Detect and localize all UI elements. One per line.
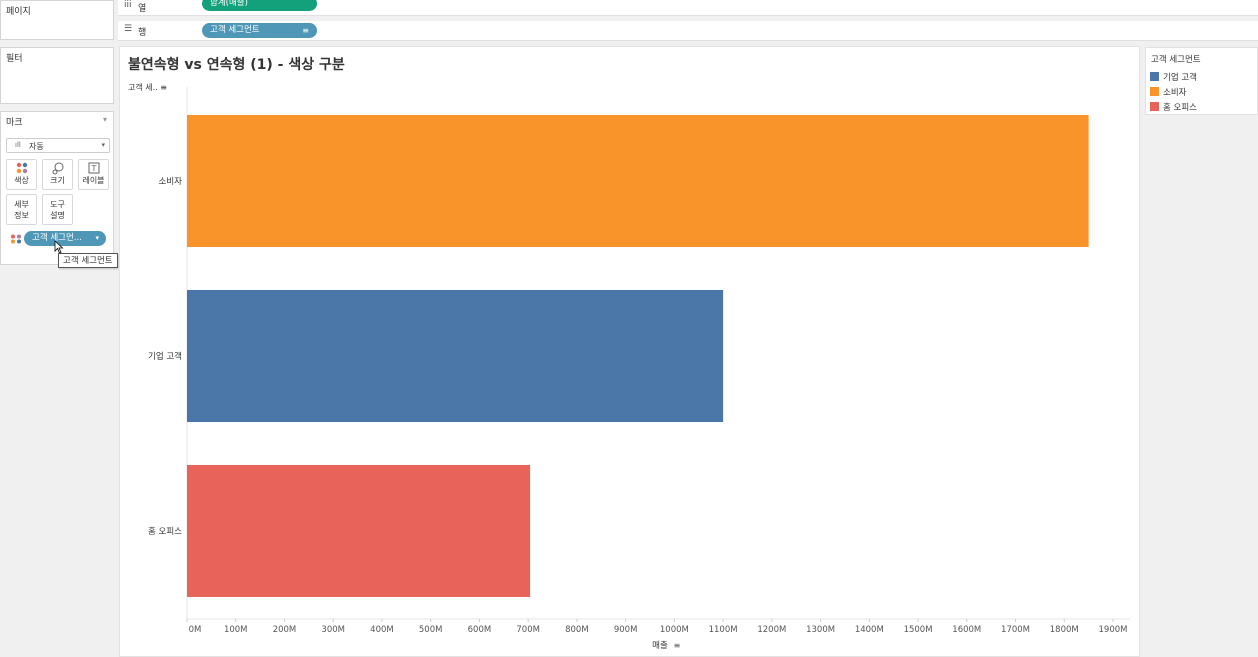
bar-chart-icon: ıll	[15, 141, 21, 149]
legend-swatch	[1150, 87, 1159, 96]
x-tick-label: 300M	[321, 625, 345, 635]
bar-2	[187, 465, 531, 597]
mouse-cursor-icon	[54, 240, 64, 254]
bar-1	[187, 290, 724, 422]
size-button[interactable]: 크기	[42, 159, 73, 190]
marks-card: 마크 ▾ ıll 자동 ▾ 색상 크기 T	[0, 111, 114, 265]
color-button[interactable]: 색상	[6, 159, 37, 190]
marks-title: 마크	[6, 118, 23, 128]
detail-button-label-1: 세부	[14, 200, 29, 209]
row-header[interactable]: 고객 세.. ≡	[128, 82, 167, 93]
legend-title: 고객 세그먼트	[1151, 55, 1201, 65]
tooltip-button-label-2: 설명	[50, 211, 65, 220]
x-tick-label: 500M	[419, 625, 443, 635]
size-button-label: 크기	[50, 176, 65, 185]
color-button-label: 색상	[14, 176, 29, 185]
chevron-down-icon: ▾	[95, 234, 99, 242]
pages-title: 페이지	[6, 7, 31, 17]
x-tick-label: 1500M	[904, 625, 933, 635]
category-label[interactable]: 홈 오피스	[148, 526, 182, 537]
x-tick-label: 1200M	[757, 625, 786, 635]
columns-icon: iii	[124, 0, 132, 10]
color-field-pill[interactable]: 고객 세그먼... ▾	[24, 231, 106, 246]
legend-swatch	[1150, 102, 1159, 111]
filters-card[interactable]: 필터	[0, 47, 114, 104]
size-icon	[43, 162, 72, 176]
label-button[interactable]: T 레이블	[78, 159, 109, 190]
color-dots-icon	[7, 162, 36, 176]
x-tick-label: 1800M	[1050, 625, 1079, 635]
x-tick-label: 400M	[370, 625, 394, 635]
rows-pill-label: 고객 세그먼트	[210, 25, 260, 35]
chevron-down-icon: ▾	[101, 141, 105, 149]
sort-icon: ≡	[160, 83, 167, 92]
legend-label: 홈 오피스	[1163, 103, 1197, 113]
legend-swatch	[1150, 72, 1159, 81]
x-tick-label: 200M	[273, 625, 297, 635]
x-tick-label: 1100M	[709, 625, 738, 635]
x-tick-label: 1700M	[1001, 625, 1030, 635]
sort-icon: ≡	[674, 641, 681, 650]
legend-label: 소비자	[1163, 88, 1187, 98]
x-axis-title[interactable]: 매출	[652, 640, 668, 651]
category-label[interactable]: 소비자	[159, 177, 183, 187]
hover-tooltip: 고객 세그먼트	[58, 253, 118, 268]
color-field-pill-label: 고객 세그먼...	[32, 233, 82, 243]
columns-shelf[interactable]: iii 열 합계(매출)	[118, 0, 1258, 16]
marks-menu-caret-icon[interactable]: ▾	[102, 115, 107, 124]
mark-type-dropdown[interactable]: ıll 자동 ▾	[6, 138, 110, 153]
x-tick-label: 1600M	[952, 625, 981, 635]
svg-text:T: T	[90, 164, 96, 173]
rows-shelf[interactable]: ☰ 행 고객 세그먼트 ≡	[118, 21, 1258, 41]
legend-label: 기업 고객	[1163, 73, 1197, 83]
pages-card[interactable]: 페이지	[0, 0, 114, 40]
tooltip-button[interactable]: 도구 설명	[42, 194, 73, 225]
x-tick-label: 700M	[516, 625, 540, 635]
detail-button[interactable]: 세부 정보	[6, 194, 37, 225]
x-tick-label: 600M	[468, 625, 492, 635]
row-header-label: 고객 세..	[128, 83, 158, 92]
category-label[interactable]: 기업 고객	[148, 351, 182, 362]
bar-0	[187, 115, 1089, 247]
viz-title: 불연속형 vs 연속형 (1) - 색상 구분	[128, 57, 345, 73]
x-tick-label: 1300M	[806, 625, 835, 635]
detail-button-label-2: 정보	[14, 211, 29, 220]
x-tick-label: 1400M	[855, 625, 884, 635]
color-legend: 고객 세그먼트 기업 고객 소비자 홈 오피스	[1145, 47, 1258, 115]
tooltip-button-label-1: 도구	[50, 200, 65, 209]
columns-shelf-label: 열	[138, 4, 147, 14]
sort-icon: ≡	[302, 26, 309, 35]
label-icon: T	[79, 162, 108, 176]
columns-pill-sales[interactable]: 합계(매출)	[202, 0, 317, 11]
x-tick-label: 0M	[189, 625, 202, 635]
rows-pill-segment[interactable]: 고객 세그먼트 ≡	[202, 23, 317, 38]
x-tick-label: 800M	[565, 625, 589, 635]
mark-type-label: 자동	[29, 142, 44, 151]
label-button-label: 레이블	[82, 176, 105, 185]
filters-title: 필터	[6, 54, 23, 64]
x-tick-label: 1000M	[660, 625, 689, 635]
x-tick-label: 100M	[224, 625, 248, 635]
rows-shelf-label: 행	[138, 28, 147, 38]
x-tick-label: 1900M	[1099, 625, 1128, 635]
columns-pill-label: 합계(매출)	[210, 0, 248, 8]
left-sidebar: 페이지 필터 마크 ▾ ıll 자동 ▾ 색상 크기	[0, 0, 118, 657]
rows-icon: ☰	[124, 24, 133, 34]
x-tick-label: 900M	[614, 625, 638, 635]
color-field-icon	[11, 234, 21, 244]
